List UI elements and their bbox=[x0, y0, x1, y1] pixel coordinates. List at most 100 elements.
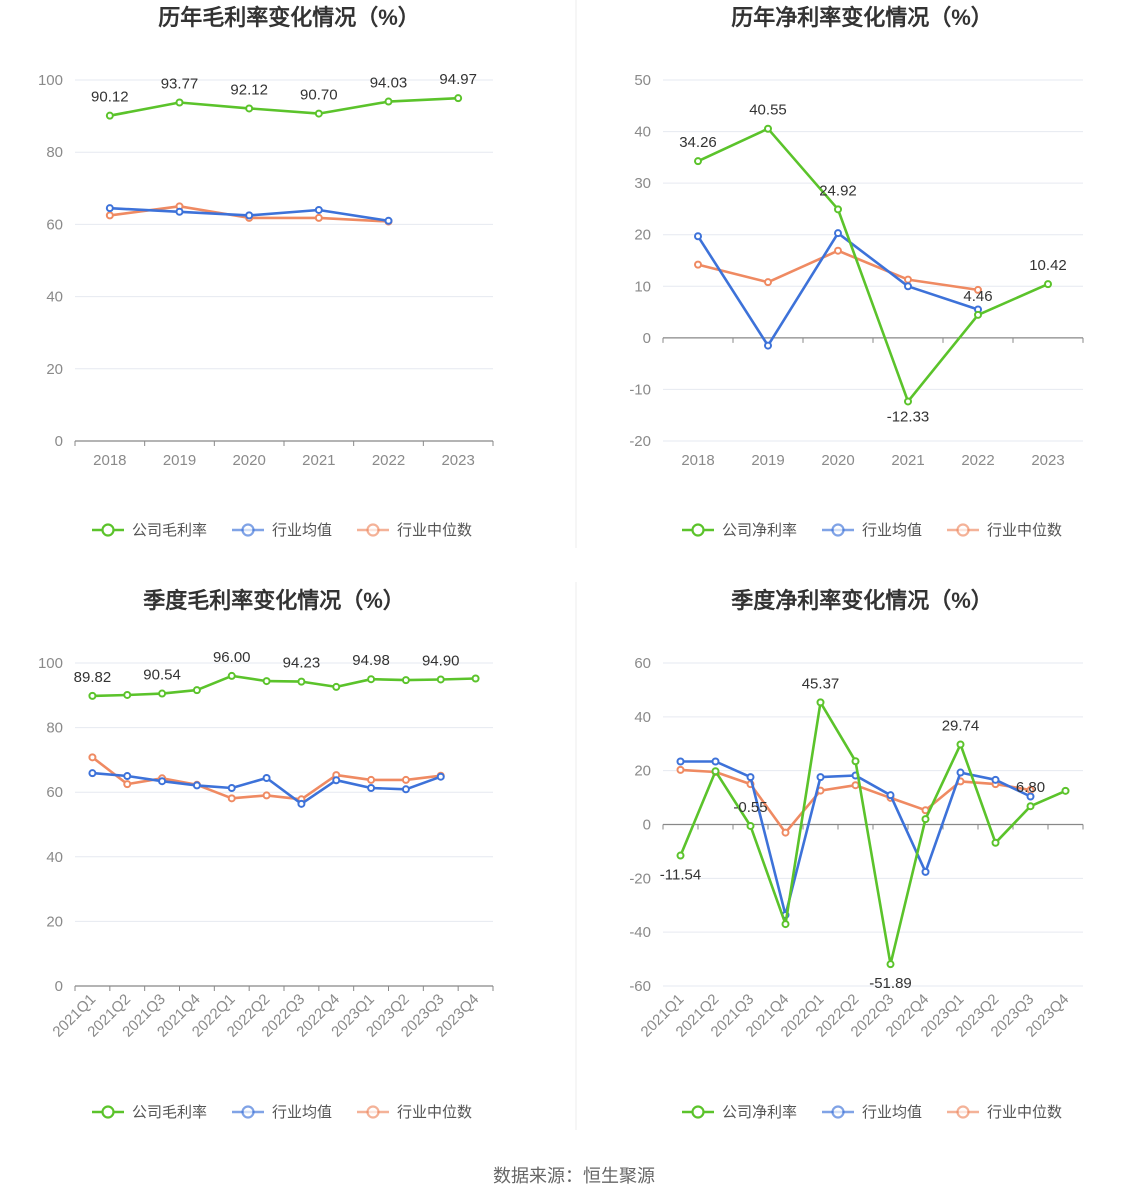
x-tick-label: 2020 bbox=[821, 452, 854, 469]
series-median bbox=[694, 246, 982, 294]
data-point bbox=[1026, 792, 1035, 801]
legend-item-company[interactable]: 公司毛利率 bbox=[92, 522, 207, 539]
data-label: 90.12 bbox=[91, 89, 129, 106]
legend-item-avg[interactable]: 行业均值 bbox=[822, 1104, 922, 1121]
x-tick-label: 2020 bbox=[232, 452, 265, 469]
legend-item-median[interactable]: 行业中位数 bbox=[357, 522, 472, 539]
y-tick-label: 40 bbox=[46, 289, 63, 306]
y-tick-label: -40 bbox=[629, 924, 651, 941]
chart-1: 历年毛利率变化情况（%） 0 20 40 60 80 100 2018 2019 2020 2021… bbox=[38, 5, 494, 539]
data-point bbox=[746, 821, 755, 830]
data-point bbox=[991, 775, 1000, 784]
y-tick-label: 100 bbox=[38, 655, 63, 672]
data-label: 10.42 bbox=[1029, 257, 1067, 274]
legend-swatch-marker bbox=[691, 523, 705, 537]
data-point bbox=[816, 698, 825, 707]
data-point bbox=[921, 815, 930, 824]
legend: 公司净利率 行业均值 行业中位数 bbox=[682, 522, 1062, 539]
data-point bbox=[367, 675, 376, 684]
data-point bbox=[1044, 280, 1052, 289]
data-point bbox=[332, 776, 341, 785]
data-point bbox=[1061, 786, 1070, 795]
data-point bbox=[123, 780, 132, 789]
series-avg bbox=[105, 204, 393, 225]
y-tick-label: 50 bbox=[634, 72, 651, 89]
data-point bbox=[454, 94, 463, 103]
chart-title: 历年净利率变化情况（%） bbox=[731, 5, 993, 30]
legend-item-avg[interactable]: 行业均值 bbox=[232, 1104, 332, 1121]
x-tick-label: 2022 bbox=[372, 452, 405, 469]
data-source-footer: 数据来源：恒生聚源 bbox=[493, 1166, 655, 1186]
data-point bbox=[262, 791, 271, 800]
legend-item-company[interactable]: 公司净利率 bbox=[682, 522, 797, 539]
data-point bbox=[88, 753, 97, 762]
y-tick-label: 30 bbox=[634, 175, 651, 192]
legend-swatch-marker bbox=[101, 1105, 115, 1119]
y-tick-label: 60 bbox=[634, 655, 651, 672]
legend-swatch-marker bbox=[956, 1105, 970, 1119]
x-tick-label: 2019 bbox=[163, 452, 196, 469]
data-point bbox=[227, 784, 236, 793]
data-label: 92.12 bbox=[230, 81, 268, 98]
y-tick-label: 100 bbox=[38, 72, 63, 89]
chart-title: 季度净利率变化情况（%） bbox=[731, 588, 993, 613]
data-label: 90.54 bbox=[143, 667, 181, 684]
data-point bbox=[245, 211, 254, 220]
legend-label: 行业均值 bbox=[272, 1104, 332, 1121]
y-tick-label: 40 bbox=[634, 709, 651, 726]
y-tick-label: 20 bbox=[634, 227, 651, 244]
legend-item-avg[interactable]: 行业均值 bbox=[822, 522, 922, 539]
data-point bbox=[711, 767, 720, 776]
y-tick-label: 0 bbox=[55, 433, 63, 450]
series-company bbox=[88, 671, 480, 700]
data-point bbox=[158, 777, 167, 786]
data-point bbox=[227, 794, 236, 803]
chart-2: 历年净利率变化情况（%） -20 -10 0 10 20 30 40 50 2018 2019 202… bbox=[629, 5, 1084, 539]
data-point bbox=[886, 960, 895, 969]
y-tick-label: 10 bbox=[634, 278, 651, 295]
y-tick-label: 0 bbox=[643, 330, 651, 347]
y-tick-label: 80 bbox=[46, 144, 63, 161]
legend-swatch-marker bbox=[366, 523, 380, 537]
legend-item-company[interactable]: 公司毛利率 bbox=[92, 1104, 207, 1121]
data-point bbox=[175, 207, 184, 216]
legend-item-median[interactable]: 行业中位数 bbox=[947, 522, 1062, 539]
data-point bbox=[471, 674, 480, 683]
legend: 公司毛利率 行业均值 行业中位数 bbox=[92, 522, 472, 539]
x-tick-label: 2021 bbox=[302, 452, 335, 469]
data-point bbox=[904, 282, 912, 291]
data-label: 24.92 bbox=[819, 182, 857, 199]
legend-item-median[interactable]: 行业中位数 bbox=[357, 1104, 472, 1121]
data-point bbox=[314, 213, 323, 222]
data-point bbox=[781, 920, 790, 929]
data-point bbox=[991, 838, 1000, 847]
data-label: -11.54 bbox=[660, 867, 701, 884]
legend-item-median[interactable]: 行业中位数 bbox=[947, 1104, 1062, 1121]
legend-item-avg[interactable]: 行业均值 bbox=[232, 522, 332, 539]
data-point bbox=[436, 675, 445, 684]
legend-swatch-marker bbox=[241, 1105, 255, 1119]
data-label: 94.97 bbox=[439, 71, 477, 88]
legend-label: 行业中位数 bbox=[397, 522, 472, 539]
y-tick-label: 20 bbox=[46, 913, 63, 930]
chart-title: 历年毛利率变化情况（%） bbox=[158, 5, 420, 30]
series-avg bbox=[694, 229, 982, 350]
data-point bbox=[676, 765, 685, 774]
data-point bbox=[245, 104, 254, 113]
y-tick-label: -20 bbox=[629, 870, 651, 887]
series-avg bbox=[88, 769, 445, 808]
data-point bbox=[694, 157, 702, 166]
series-company bbox=[694, 124, 1052, 406]
data-point bbox=[158, 689, 167, 698]
legend-item-company[interactable]: 公司净利率 bbox=[682, 1104, 797, 1121]
data-point bbox=[956, 740, 965, 749]
data-point bbox=[88, 769, 97, 778]
data-point bbox=[105, 204, 114, 213]
legend-label: 行业中位数 bbox=[987, 1104, 1062, 1121]
data-point bbox=[834, 246, 842, 255]
data-point bbox=[314, 205, 323, 214]
data-point bbox=[192, 686, 201, 695]
data-point bbox=[676, 757, 685, 766]
data-point bbox=[123, 772, 132, 781]
